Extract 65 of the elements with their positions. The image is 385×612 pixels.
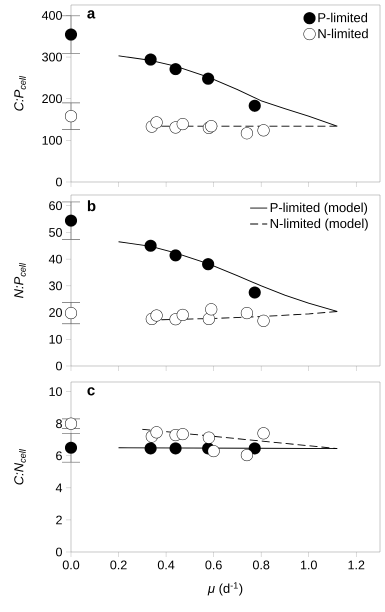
legend-label: N-limited [318,28,368,38]
point [150,426,163,438]
y-tick-label: 60 [49,201,62,210]
y-tick-label: 6 [56,451,62,460]
x-tick-label: 0.6 [205,560,222,570]
point [170,63,182,76]
y-tick-label: 8 [56,419,62,428]
x-tick-label: 0.2 [110,560,127,570]
point [202,258,214,270]
point [144,54,157,66]
point [64,28,78,41]
y-tick-label: 30 [49,281,62,290]
point [248,100,261,112]
point [144,240,157,252]
y-tick-label: 300 [42,52,62,62]
y-tick-label: 200 [42,94,62,104]
x-tick-label: 0.4 [158,560,174,570]
y-tick-label: 40 [48,254,62,264]
legend-label: N-limited (model) [270,218,368,231]
y-tick-label: 0 [56,548,62,556]
y-tick-label: 100 [42,136,62,145]
point [170,442,182,454]
point [150,309,163,322]
point [64,442,78,454]
y-axis-title: N:P$_{cell}$ [14,262,26,298]
y-tick-label: 0 [56,178,62,186]
x-tick-label: 0.8 [252,560,270,570]
point [205,120,218,132]
point [176,118,189,130]
y-tick-label: 4 [56,484,62,492]
point [248,442,261,454]
legend-label: P-limited (model) [270,202,368,215]
y-tick-label: 400 [42,10,62,20]
point [202,72,214,85]
annotation: a [87,10,96,18]
point [64,418,78,430]
point [170,249,182,262]
y-axis-title: C:P$_{cell}$ [14,76,26,111]
y-tick-label: 0 [56,362,62,370]
point [144,442,157,454]
annotation: b [88,200,96,212]
legend-label: P-limited [318,12,368,22]
point [176,428,189,440]
point [257,124,270,136]
x-tick-label: 1.0 [300,560,317,570]
point [208,445,220,458]
point [240,307,253,320]
y-axis-title: C:N$_{cell}$ [14,449,26,485]
point [248,286,261,299]
point [150,116,163,128]
point [202,432,215,444]
point [64,214,78,227]
x-tick-label: 0.0 [62,560,80,570]
x-axis-title: μ (d$^{-1}$) [208,582,242,596]
y-tick-label: 2 [56,516,62,524]
annotation: c [87,387,95,396]
y-tick-label: 10 [50,387,62,396]
y-tick-label: 50 [49,228,62,237]
point [64,307,78,320]
point [64,110,78,122]
point [176,308,189,322]
y-tick-label: 10 [50,334,62,344]
x-tick-label: 1.2 [348,560,364,570]
y-tick-label: 20 [49,308,62,317]
point [257,314,270,327]
